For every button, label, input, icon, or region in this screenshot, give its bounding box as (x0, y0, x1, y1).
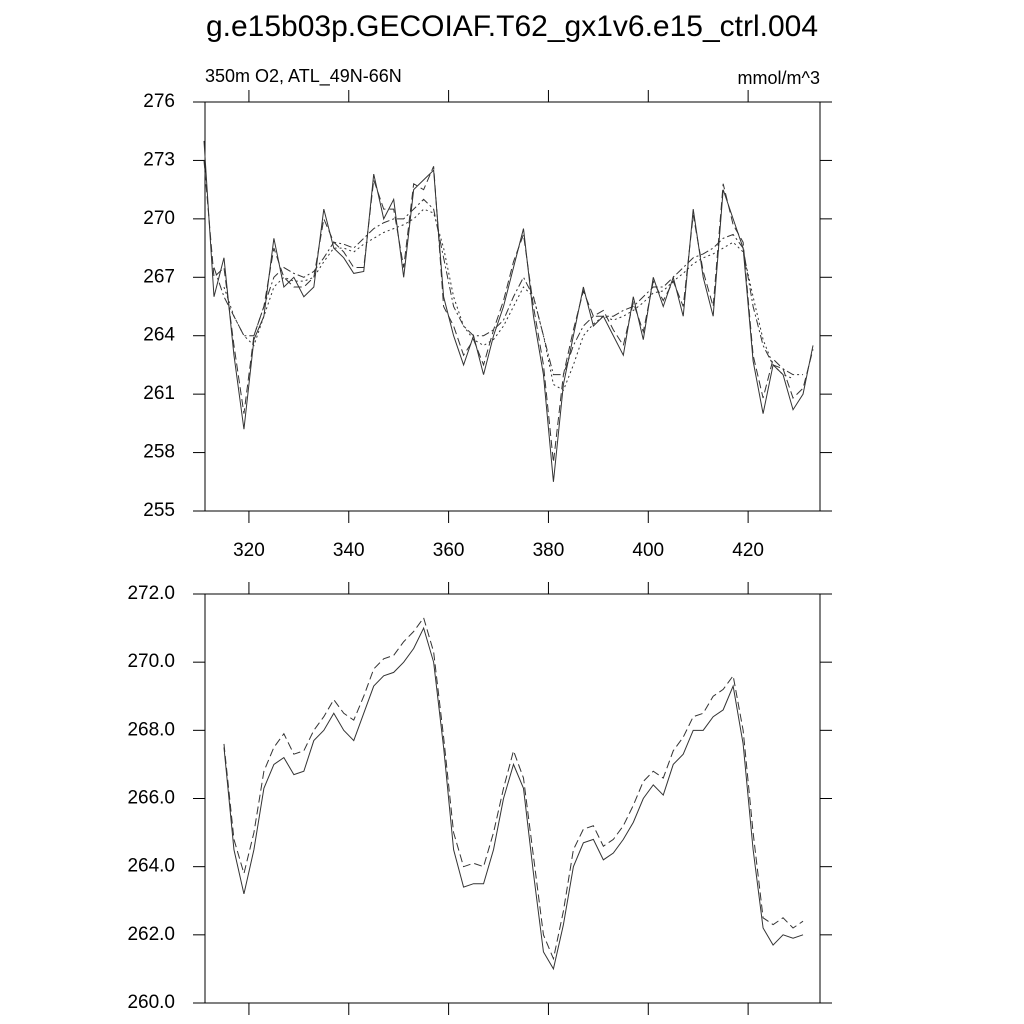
y-tick-label: 272.0 (127, 583, 175, 604)
data-line (203, 140, 814, 482)
y-tick-label: 273 (143, 149, 175, 170)
y-tick-label: 264 (143, 325, 175, 346)
data-line (213, 198, 804, 376)
y-tick-label: 264.0 (127, 856, 175, 877)
y-tick-label: 270 (143, 208, 175, 229)
x-tick-label: 420 (732, 540, 764, 561)
plot-frame (204, 101, 821, 512)
y-tick-label: 268.0 (127, 719, 175, 740)
x-tick-label: 340 (333, 540, 365, 561)
y-tick-label: 261 (143, 383, 175, 404)
units-label: mmol/m^3 (738, 68, 820, 88)
data-line (223, 626, 804, 971)
y-tick-label: 270.0 (127, 651, 175, 672)
y-tick-label: 262.0 (127, 924, 175, 945)
x-tick-label: 320 (233, 540, 265, 561)
x-tick-label: 400 (632, 540, 664, 561)
x-tick-label: 360 (433, 540, 465, 561)
y-tick-label: 258 (143, 442, 175, 463)
y-tick-label: 276 (143, 91, 175, 112)
chart-title: g.e15b03p.GECOIAF.T62_gx1v6.e15_ctrl.004 (206, 10, 818, 43)
y-tick-label: 260.0 (127, 992, 175, 1013)
chart-subtitle: 350m O2, ATL_49N-66N (205, 66, 402, 87)
plot-frame (204, 593, 821, 1004)
data-line (223, 616, 804, 961)
x-tick-label: 380 (533, 540, 565, 561)
y-tick-label: 267 (143, 266, 175, 287)
y-tick-label: 255 (143, 500, 175, 521)
data-line (203, 160, 814, 463)
y-tick-label: 266.0 (127, 788, 175, 809)
data-line (223, 208, 794, 391)
